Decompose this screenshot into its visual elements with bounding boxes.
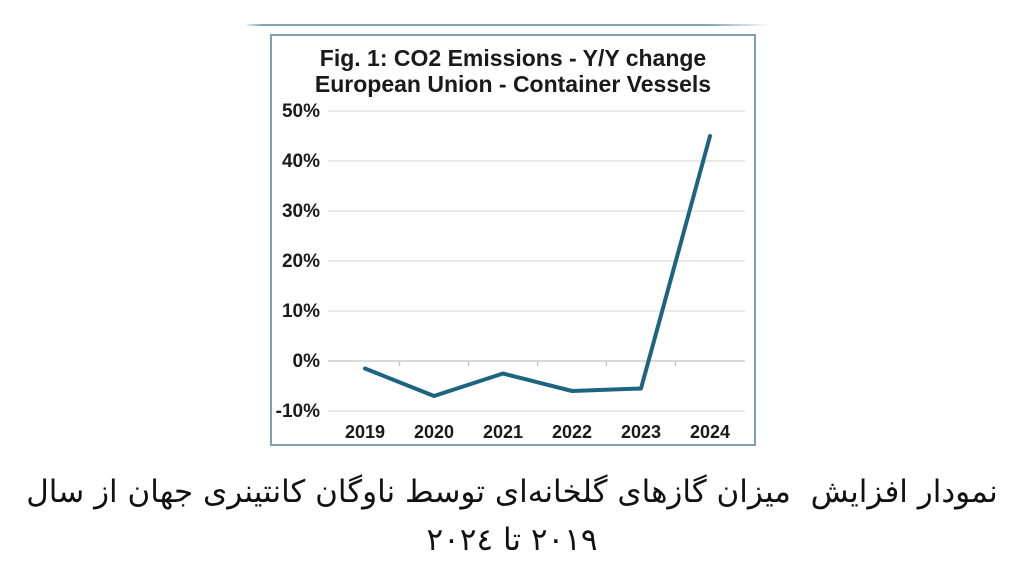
- y-axis-tick-label: 50%: [282, 101, 320, 122]
- caption-persian: نمودار افزایش میزان گازهای گلخانه‌ای توس…: [16, 474, 998, 558]
- chart-card: 50% 40% 30% 20% 10% 0% -10% 2019 2020 2021 2022 202…: [270, 34, 756, 446]
- chart-title: Fig. 1: CO2 Emissions - Y/Y change Europ…: [272, 45, 754, 97]
- y-axis-tick-label: 0%: [293, 351, 321, 372]
- x-axis-category-label: 2019: [345, 422, 385, 442]
- y-axis-tick-label: 10%: [282, 301, 320, 322]
- y-axis-tick-label: -10%: [276, 401, 320, 422]
- chart-title-line1: Fig. 1: CO2 Emissions - Y/Y change: [319, 45, 707, 71]
- x-axis-category-label: 2022: [552, 422, 592, 442]
- y-axis-tick-label: 20%: [282, 251, 320, 272]
- x-axis-category-label: 2024: [690, 422, 730, 442]
- x-axis-category-label: 2020: [414, 422, 454, 442]
- x-axis-category-label: 2023: [621, 422, 661, 442]
- y-axis-tick-label: 40%: [282, 151, 320, 172]
- y-axis-tick-label: 30%: [282, 201, 320, 222]
- chart-title-line2: European Union - Container Vessels: [314, 71, 712, 97]
- series-co2-yy-change: [363, 134, 712, 398]
- x-axis-category-label: 2021: [483, 422, 523, 442]
- top-divider-line: [247, 24, 770, 26]
- line-chart: 50% 40% 30% 20% 10% 0% -10% 2019 2020 2021 2022 202…: [276, 101, 745, 442]
